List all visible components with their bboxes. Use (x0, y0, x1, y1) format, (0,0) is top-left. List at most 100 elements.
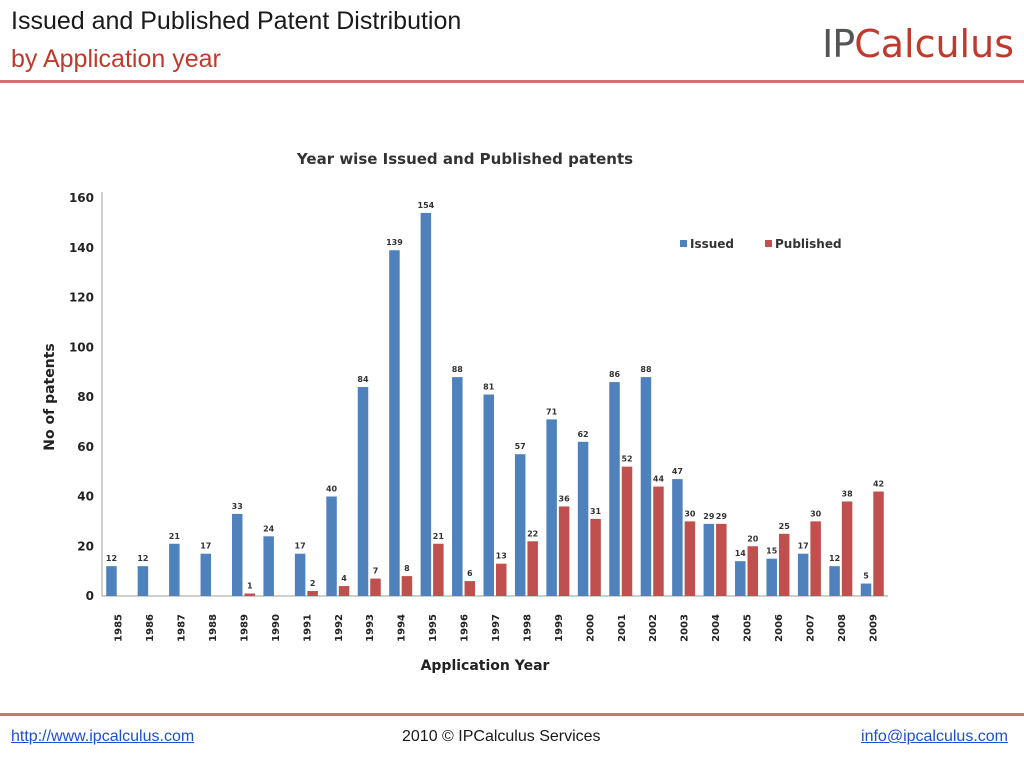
x-tick-label: 1985 (114, 614, 125, 642)
bar-issued (231, 513, 243, 596)
y-tick-label: 20 (77, 539, 94, 553)
data-label-issued: 86 (609, 370, 621, 379)
bar-issued (546, 419, 557, 596)
data-label-issued: 17 (798, 542, 809, 551)
footer-divider (0, 713, 1024, 716)
data-label-issued: 84 (357, 375, 369, 384)
data-label-published: 38 (842, 489, 854, 498)
data-label-issued: 47 (672, 467, 683, 476)
data-label-issued: 57 (515, 442, 526, 451)
chart-title: Year wise Issued and Published patents (296, 150, 633, 168)
data-label-issued: 40 (326, 485, 338, 494)
x-tick-label: 1989 (239, 614, 250, 642)
website-link[interactable]: http://www.ipcalculus.com (11, 728, 195, 745)
data-label-published: 44 (653, 475, 665, 484)
bar-issued (137, 566, 149, 596)
bar-issued (672, 479, 683, 596)
data-label-issued: 62 (577, 430, 588, 439)
y-tick-label: 100 (69, 340, 94, 354)
data-label-issued: 15 (766, 547, 778, 556)
x-tick-label: 2001 (617, 614, 628, 642)
data-label-published: 21 (433, 532, 445, 541)
ipcalculus-logo: IP Calculus (822, 10, 1014, 66)
data-label-published: 7 (373, 567, 379, 576)
bar-issued (420, 212, 432, 597)
x-tick-label: 2009 (868, 614, 879, 642)
bar-published (558, 506, 570, 596)
bar-issued (860, 583, 872, 596)
data-label-issued: 5 (863, 572, 869, 581)
bar-published (527, 541, 538, 596)
bar-published (873, 491, 884, 596)
x-axis-label: Application Year (421, 658, 550, 674)
bar-published (590, 518, 601, 596)
email-link[interactable]: info@ipcalculus.com (861, 728, 1008, 745)
bar-issued (452, 377, 463, 596)
data-label-published: 29 (716, 512, 728, 521)
x-tick-label: 1998 (522, 614, 533, 642)
bar-published (778, 533, 790, 596)
data-label-published: 25 (779, 522, 791, 531)
bar-issued (169, 543, 180, 596)
x-tick-label: 1997 (491, 614, 502, 642)
bar-issued (294, 553, 306, 596)
data-label-issued: 71 (546, 407, 558, 416)
x-tick-label: 1990 (271, 614, 282, 642)
bar-published (433, 543, 444, 596)
data-label-published: 42 (873, 480, 884, 489)
data-label-published: 6 (467, 569, 473, 578)
y-tick-label: 140 (69, 241, 94, 255)
x-tick-label: 1999 (554, 614, 565, 642)
bar-issued (797, 553, 809, 596)
x-tick-label: 1995 (428, 614, 439, 642)
bar-published (338, 586, 350, 596)
legend-label-published: Published (775, 237, 842, 251)
x-tick-label: 1993 (365, 614, 376, 642)
data-label-issued: 12 (106, 554, 117, 563)
x-tick-label: 2003 (680, 614, 691, 642)
page-title: Issued and Published Patent Distribution (11, 7, 462, 35)
bar-issued (640, 377, 652, 596)
x-tick-label: 2002 (648, 614, 659, 642)
x-tick-label: 1994 (397, 614, 408, 642)
bar-published (401, 576, 413, 596)
x-tick-label: 2004 (711, 614, 722, 642)
data-label-issued: 12 (137, 554, 148, 563)
bar-issued (200, 553, 212, 596)
bar-issued (483, 394, 494, 596)
logo-ip-text: IP (822, 22, 855, 66)
data-label-published: 4 (341, 574, 347, 583)
x-tick-label: 2005 (743, 614, 754, 642)
x-tick-label: 1996 (460, 614, 471, 642)
bar-issued (357, 387, 369, 596)
y-tick-label: 40 (77, 490, 94, 504)
bar-issued (326, 496, 337, 596)
y-tick-label: 160 (69, 191, 94, 205)
data-label-issued: 24 (263, 524, 275, 533)
data-label-issued: 88 (452, 365, 464, 374)
data-label-published: 30 (684, 509, 696, 518)
x-tick-label: 1988 (208, 614, 219, 642)
x-tick-label: 2000 (585, 614, 596, 642)
bar-issued (829, 566, 840, 596)
data-label-published: 31 (590, 507, 602, 516)
bar-published (841, 501, 853, 596)
data-label-published: 8 (404, 564, 410, 573)
data-label-published: 52 (621, 455, 632, 464)
bar-issued (106, 566, 117, 596)
bar-issued (766, 558, 777, 596)
data-label-issued: 81 (483, 383, 495, 392)
data-label-published: 20 (747, 534, 759, 543)
bar-issued (577, 441, 589, 596)
x-tick-label: 2008 (837, 614, 848, 642)
data-label-issued: 21 (169, 532, 181, 541)
page-subtitle: by Application year (11, 45, 221, 73)
data-label-issued: 17 (295, 542, 306, 551)
legend-swatch-published (765, 240, 772, 247)
bar-published (684, 521, 696, 596)
y-tick-label: 60 (77, 440, 94, 454)
x-tick-label: 1987 (177, 614, 188, 642)
x-tick-label: 1991 (302, 614, 313, 642)
data-label-issued: 12 (829, 554, 840, 563)
data-label-issued: 154 (418, 201, 435, 210)
